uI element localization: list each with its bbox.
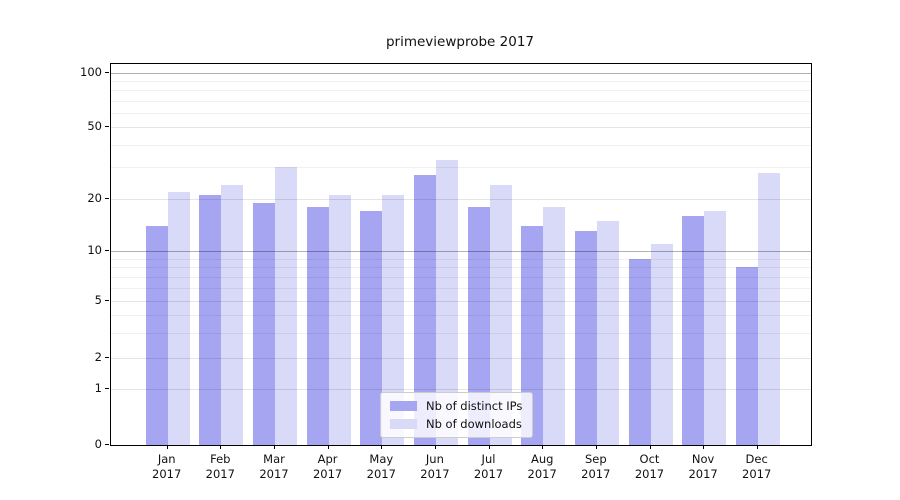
x-tick-mark bbox=[488, 445, 490, 449]
y-tick-mark bbox=[105, 126, 109, 127]
bar-distinct-ips-may bbox=[360, 211, 383, 445]
bar-downloads-aug bbox=[543, 206, 566, 445]
y-tick-label: 50 bbox=[87, 119, 102, 133]
bar-downloads-sep bbox=[596, 220, 619, 445]
x-tick-mark bbox=[220, 445, 222, 449]
x-tick-label-may: May 2017 bbox=[366, 452, 396, 481]
y-tick-mark bbox=[105, 198, 109, 199]
y-tick-mark bbox=[105, 357, 109, 358]
y-tick-mark bbox=[105, 388, 109, 389]
y-tick-label: 10 bbox=[87, 243, 102, 257]
y-tick-label: 2 bbox=[94, 350, 102, 364]
gridline-minor bbox=[111, 167, 811, 169]
bar-downloads-jan bbox=[167, 191, 190, 445]
bar-downloads-feb bbox=[221, 184, 244, 445]
bar-distinct-ips-jan bbox=[145, 225, 168, 445]
bar-distinct-ips-jun bbox=[413, 175, 436, 445]
x-tick-mark bbox=[381, 445, 383, 449]
y-tick-mark bbox=[105, 300, 109, 301]
gridline-minor bbox=[111, 332, 811, 334]
gridline-5 bbox=[111, 301, 811, 302]
bar-downloads-apr bbox=[328, 195, 351, 445]
x-tick-label-apr: Apr 2017 bbox=[312, 452, 343, 481]
bar-downloads-oct bbox=[650, 243, 673, 445]
legend: Nb of distinct IPs Nb of downloads bbox=[380, 392, 534, 438]
bar-distinct-ips-mar bbox=[253, 202, 275, 445]
bar-distinct-ips-jul bbox=[467, 206, 490, 445]
gridline-minor bbox=[111, 276, 811, 278]
legend-label-downloads: Nb of downloads bbox=[426, 417, 522, 431]
gridline-minor bbox=[111, 112, 811, 114]
bar-distinct-ips-feb bbox=[199, 195, 222, 445]
x-tick-label-mar: Mar 2017 bbox=[259, 452, 289, 481]
bar-downloads-dec bbox=[757, 172, 780, 445]
bar-distinct-ips-dec bbox=[735, 267, 758, 445]
gridline-10 bbox=[111, 251, 811, 252]
x-tick-mark bbox=[274, 445, 275, 449]
gridline-minor bbox=[111, 258, 811, 260]
legend-item-downloads: Nb of downloads bbox=[390, 417, 522, 431]
bar-distinct-ips-sep bbox=[574, 231, 597, 445]
gridline-100 bbox=[111, 73, 811, 74]
bar-distinct-ips-oct bbox=[628, 258, 651, 445]
y-tick-mark bbox=[105, 72, 109, 73]
bar-downloads-mar bbox=[275, 167, 297, 445]
y-tick-label: 1 bbox=[94, 381, 102, 395]
gridline-minor bbox=[111, 287, 811, 289]
x-tick-mark bbox=[327, 445, 329, 449]
gridline-minor bbox=[111, 81, 811, 83]
gridline-50 bbox=[111, 127, 811, 128]
x-tick-label-oct: Oct 2017 bbox=[634, 452, 665, 481]
bar-distinct-ips-nov bbox=[682, 215, 705, 445]
gridline-minor bbox=[111, 314, 811, 316]
gridline-minor bbox=[111, 144, 811, 146]
y-tick-label: 0 bbox=[94, 437, 102, 451]
x-tick-mark bbox=[649, 445, 651, 449]
x-tick-label-aug: Aug 2017 bbox=[527, 452, 557, 481]
y-tick-mark bbox=[105, 444, 109, 445]
bar-downloads-nov bbox=[704, 211, 727, 445]
x-tick-mark bbox=[703, 445, 705, 449]
gridline-minor bbox=[111, 267, 811, 269]
gridline-minor bbox=[111, 90, 811, 92]
bar-distinct-ips-aug bbox=[521, 225, 544, 445]
x-tick-label-sep: Sep 2017 bbox=[581, 452, 611, 481]
chart-title: primeviewprobe 2017 bbox=[385, 34, 535, 50]
y-tick-label: 20 bbox=[87, 191, 102, 205]
plot-area bbox=[110, 63, 812, 446]
y-tick-label: 100 bbox=[80, 65, 102, 79]
gridline-20 bbox=[111, 199, 811, 200]
legend-label-distinct-ips: Nb of distinct IPs bbox=[426, 399, 523, 413]
x-tick-mark bbox=[166, 445, 168, 449]
x-tick-mark bbox=[542, 445, 544, 449]
y-tick-mark bbox=[105, 250, 109, 251]
gridline-minor bbox=[111, 100, 811, 102]
x-tick-label-jul: Jul 2017 bbox=[473, 452, 504, 481]
x-tick-label-feb: Feb 2017 bbox=[205, 452, 235, 481]
legend-swatch-distinct-ips bbox=[390, 401, 417, 411]
x-tick-mark bbox=[756, 445, 758, 449]
legend-swatch-downloads bbox=[390, 419, 417, 429]
bar-downloads-jul bbox=[489, 184, 512, 445]
bar-downloads-may bbox=[382, 195, 405, 445]
x-tick-label-dec: Dec 2017 bbox=[742, 452, 772, 481]
x-tick-label-nov: Nov 2017 bbox=[688, 452, 718, 481]
x-tick-label-jun: Jun 2017 bbox=[420, 452, 450, 481]
gridline-2 bbox=[111, 358, 811, 359]
x-tick-mark bbox=[595, 445, 597, 449]
x-tick-label-jan: Jan 2017 bbox=[152, 452, 182, 481]
gridline-1 bbox=[111, 389, 811, 390]
x-tick-mark bbox=[434, 445, 436, 449]
bar-downloads-jun bbox=[435, 159, 458, 445]
legend-item-distinct-ips: Nb of distinct IPs bbox=[390, 399, 522, 413]
y-tick-label: 5 bbox=[94, 293, 102, 307]
bar-distinct-ips-apr bbox=[306, 206, 329, 445]
